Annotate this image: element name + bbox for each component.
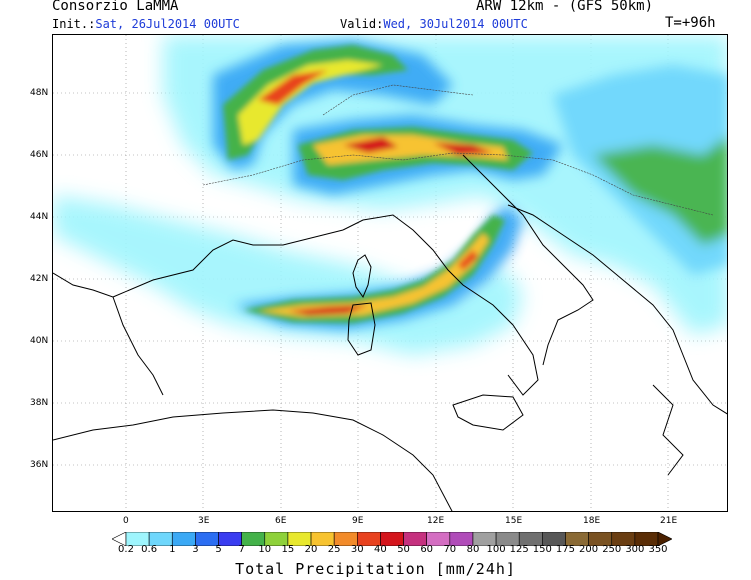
colorbar-tick-label: 350 — [648, 544, 668, 555]
lat-label-42n: 42N — [30, 274, 49, 284]
valid-value: Wed, 30Jul2014 00UTC — [383, 17, 528, 31]
colorbar-tick-label: 150 — [532, 544, 552, 555]
lead-time: T=+96h — [665, 15, 716, 31]
colorbar-tick-label: 1 — [169, 544, 176, 555]
colorbar-tick-label: 5 — [215, 544, 222, 555]
lon-label-3e: 3E — [198, 516, 210, 526]
init-value: Sat, 26Jul2014 00UTC — [95, 17, 240, 31]
colorbar-tick-label: 175 — [555, 544, 576, 555]
colorbar-tick-label: 200 — [579, 544, 599, 555]
colorbar-tick-label: 250 — [602, 544, 622, 555]
lat-label-38n: 38N — [30, 398, 49, 408]
lon-label-12e: 12E — [427, 516, 445, 526]
colorbar-tick-label: 0.6 — [141, 544, 158, 555]
lon-label-18e: 18E — [583, 516, 601, 526]
coastlines — [53, 154, 727, 511]
lat-label-46n: 46N — [30, 150, 49, 160]
colorbar-tick-label: 50 — [397, 544, 410, 555]
lon-label-21e: 21E — [660, 516, 678, 526]
lat-label-40n: 40N — [30, 336, 49, 346]
colorbar-tick-label: 300 — [625, 544, 645, 555]
colorbar-tick-label: 3 — [192, 544, 199, 555]
colorbar-tick-label: 7 — [238, 544, 245, 555]
borders — [202, 84, 714, 216]
model-title: ARW 12km - (GFS 50km) — [476, 0, 654, 14]
lat-label-48n: 48N — [30, 88, 49, 98]
colorbar-tick-label: 70 — [443, 544, 457, 555]
colorbar-tick-label: 80 — [466, 544, 480, 555]
colorbar-tick-label: 60 — [420, 544, 434, 555]
colorbar-tick-label: 15 — [281, 544, 295, 555]
lat-label-44n: 44N — [30, 212, 49, 222]
colorbar-tick-label: 20 — [304, 544, 318, 555]
valid-date: Valid:Wed, 30Jul2014 00UTC — [340, 17, 528, 31]
init-label: Init.: — [52, 17, 96, 31]
colorbar-tick-label: 30 — [350, 544, 364, 555]
precip-heavy — [223, 45, 533, 323]
lon-label-0: 0 — [123, 516, 129, 526]
colorbar-tick-label: 25 — [327, 544, 341, 555]
lon-label-6e: 6E — [275, 516, 287, 526]
init-date: Init.:Sat, 26Jul2014 00UTC — [52, 17, 240, 31]
colorbar-title: Total Precipitation [mm/24h] — [235, 560, 516, 578]
lon-label-9e: 9E — [352, 516, 364, 526]
colorbar-tick-label: 10 — [258, 544, 272, 555]
colorbar-tick-label: 40 — [374, 544, 387, 555]
map-canvas — [53, 35, 727, 511]
colorbar-tick-label: 125 — [509, 544, 529, 555]
valid-label: Valid: — [340, 17, 384, 31]
lon-label-15e: 15E — [505, 516, 523, 526]
colorbar-tick-label: 0.2 — [118, 544, 134, 555]
colorbar-segment-high — [657, 532, 672, 546]
colorbar — [112, 532, 672, 546]
precipitation-map — [52, 34, 728, 512]
provider-title: Consorzio LaMMA — [52, 0, 179, 14]
colorbar-tick-label: 100 — [486, 544, 506, 555]
lat-label-36n: 36N — [30, 460, 49, 470]
